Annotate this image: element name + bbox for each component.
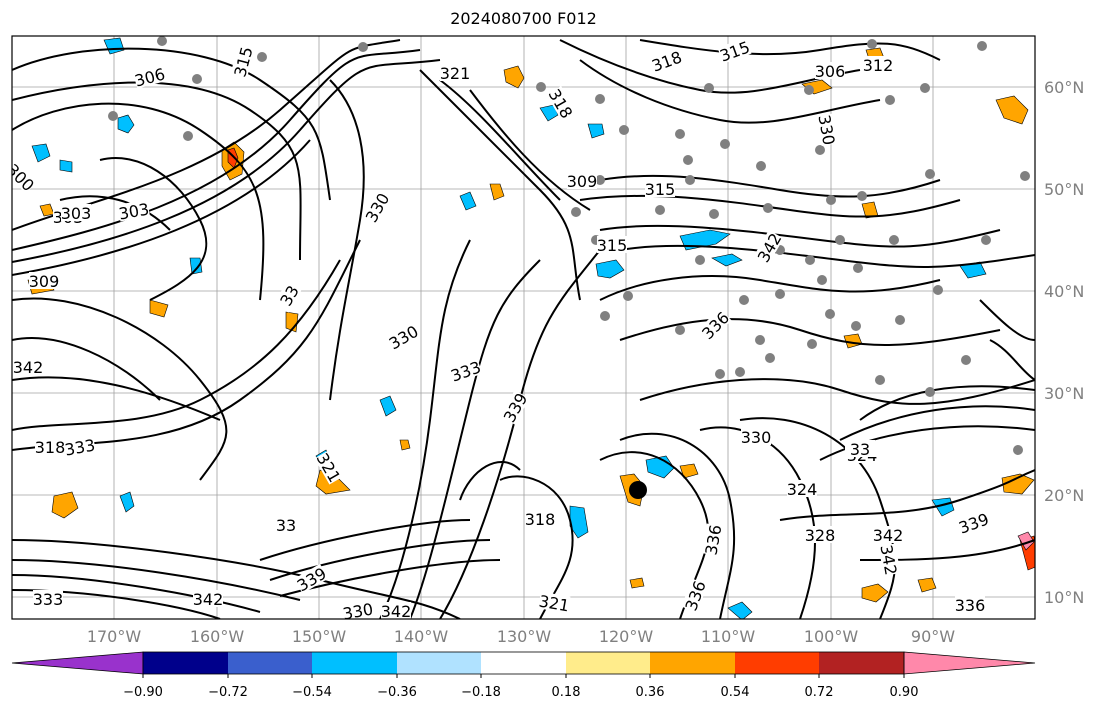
colorbar-tick-label: 0.54: [721, 685, 750, 700]
lat-label: 50°N: [1044, 180, 1084, 199]
svg-text:312: 312: [863, 56, 894, 75]
lon-label: 120°W: [599, 627, 654, 646]
svg-text:324: 324: [787, 480, 818, 499]
colorbar-box: [735, 652, 819, 674]
svg-text:315: 315: [645, 180, 676, 199]
lon-axis: 170°W 160°W 150°W 140°W 130°W 120°W 110°W 100°W…: [87, 627, 955, 646]
contour-label: 33: [845, 440, 875, 459]
lon-label: 140°W: [394, 627, 449, 646]
contour-label: 328: [805, 526, 836, 545]
svg-text:342: 342: [13, 358, 44, 377]
lat-label: 20°N: [1044, 486, 1084, 505]
colorbar-box: [143, 652, 228, 674]
contour-label: 315: [645, 180, 676, 199]
map-panel: 3063153213183153063123033093153003033033…: [12, 36, 1035, 623]
colorbar-tick-label: 0.18: [552, 685, 581, 700]
colorbar-boxes: [11, 651, 1036, 675]
colorbar-tick-label: 0.36: [636, 685, 665, 700]
lon-label: 110°W: [701, 627, 756, 646]
colorbar-tick-labels: −0.90 −0.72 −0.54 −0.36 −0.18 0.18 0.36 0.54 0.7…: [123, 674, 918, 700]
svg-text:330: 330: [341, 599, 374, 623]
colorbar-tick-label: −0.18: [461, 685, 501, 700]
map-title: 2024080700 F012: [450, 9, 597, 28]
svg-text:342: 342: [381, 602, 412, 621]
contour-label: 309: [29, 272, 60, 291]
svg-text:333: 333: [33, 590, 64, 609]
svg-text:318: 318: [35, 438, 66, 457]
lat-label: 10°N: [1044, 588, 1084, 607]
colorbar-box: [481, 652, 566, 674]
contour-label: 312: [863, 56, 894, 75]
lat-label: 30°N: [1044, 384, 1084, 403]
colorbar-tick-label: −0.72: [208, 685, 248, 700]
svg-text:309: 309: [29, 272, 60, 291]
contour-label: 303: [61, 204, 92, 223]
svg-text:306: 306: [815, 62, 846, 81]
contour-label: 342: [193, 590, 224, 609]
colorbar-box: [397, 652, 481, 674]
contour-label: 336: [955, 596, 986, 615]
contour-label: 318: [35, 438, 66, 457]
colorbar-box: [228, 652, 312, 674]
svg-text:318: 318: [525, 510, 556, 529]
contour-label: 342: [876, 543, 900, 576]
map-frame: [11, 35, 1036, 620]
svg-text:342: 342: [193, 590, 224, 609]
colorbar-box: [819, 652, 904, 674]
contour-label: 342: [13, 358, 44, 377]
svg-text:33: 33: [850, 440, 870, 459]
lon-label: 90°W: [911, 627, 955, 646]
colorbar-extend-min: [11, 651, 144, 675]
contour-label: 342: [381, 602, 412, 621]
contour-label: 318: [525, 510, 556, 529]
lon-label: 130°W: [497, 627, 552, 646]
colorbar-box: [566, 652, 650, 674]
svg-text:315: 315: [597, 236, 628, 255]
contour-label: 309: [567, 172, 598, 191]
lon-label: 150°W: [292, 627, 347, 646]
lon-label: 100°W: [804, 627, 859, 646]
contour-label: 33: [271, 516, 301, 535]
colorbar-tick-label: 0.72: [805, 685, 834, 700]
contour-label: 303: [117, 199, 150, 223]
lat-axis: 60°N 50°N 40°N 30°N 20°N 10°N: [1044, 78, 1084, 607]
colorbar: −0.90 −0.72 −0.54 −0.36 −0.18 0.18 0.36 0.54 0.7…: [11, 651, 1036, 700]
lon-label: 160°W: [190, 627, 245, 646]
svg-text:303: 303: [61, 204, 92, 223]
svg-text:309: 309: [567, 172, 598, 191]
svg-text:336: 336: [955, 596, 986, 615]
contour-label: 330: [341, 599, 375, 623]
colorbar-tick-label: −0.90: [123, 685, 163, 700]
contour-label: 306: [815, 62, 846, 81]
contour-label: 321: [440, 64, 471, 83]
contour-label: 315: [230, 45, 256, 79]
lat-label: 60°N: [1044, 78, 1084, 97]
lat-label: 40°N: [1044, 282, 1084, 301]
colorbar-tick-label: −0.54: [292, 685, 332, 700]
colorbar-tick-label: 0.90: [890, 685, 919, 700]
contour-labels-layer: 3063153213183153063123033093153003033033…: [12, 37, 991, 623]
svg-text:330: 330: [741, 428, 772, 447]
svg-text:328: 328: [805, 526, 836, 545]
colorbar-box: [312, 652, 397, 674]
colorbar-tick-label: −0.36: [377, 685, 417, 700]
contour-label: 315: [597, 236, 628, 255]
black-marker: [629, 481, 647, 499]
contour-label: 333: [33, 590, 64, 609]
lon-label: 170°W: [87, 627, 142, 646]
svg-text:321: 321: [440, 64, 471, 83]
svg-text:33: 33: [276, 516, 296, 535]
contour-label: 330: [814, 113, 838, 146]
contour-label: 324: [787, 480, 818, 499]
contour-label: 330: [741, 428, 772, 447]
colorbar-box: [650, 652, 735, 674]
contour-label: 342: [873, 526, 904, 545]
colorbar-extend-max: [903, 651, 1036, 675]
svg-text:342: 342: [873, 526, 904, 545]
